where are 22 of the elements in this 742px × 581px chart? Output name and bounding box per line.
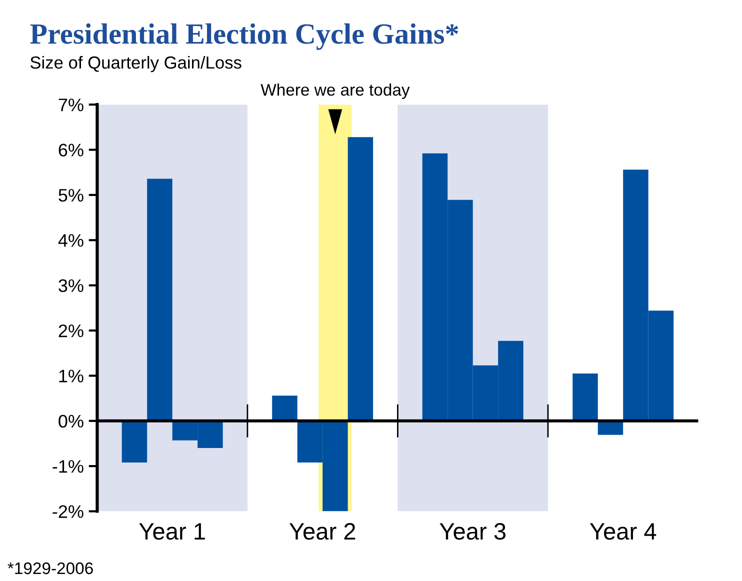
y-tick-label: 7% [58, 98, 84, 112]
y-tick-label: 0% [58, 414, 84, 428]
y-tick-label: 4% [58, 234, 84, 247]
y-tick-label: -1% [52, 460, 84, 473]
x-tick-label: Year 4 [590, 523, 656, 540]
bar [122, 420, 148, 462]
x-tick-label: Year 1 [139, 523, 205, 540]
bar [572, 373, 598, 421]
text: *1929-2006 [8, 562, 93, 574]
y-tick-label: 3% [58, 279, 84, 292]
y-tick-label: 1% [59, 370, 84, 382]
chart-subtitle: Size of Quarterly Gain/Loss [30, 56, 242, 72]
y-tick-label: 2% [58, 324, 84, 338]
y-tick-label: 6% [58, 144, 84, 156]
y-tick-label: -2% [52, 505, 84, 518]
chart-title: Presidential Election Cycle Gains* [30, 23, 458, 50]
bar [147, 178, 172, 421]
y-tick-label: 5% [58, 188, 84, 202]
bar [272, 396, 298, 421]
x-tick-label: Year 3 [440, 523, 506, 540]
text: Where we are today [260, 83, 410, 100]
x-tick-label: Year 2 [289, 523, 356, 540]
